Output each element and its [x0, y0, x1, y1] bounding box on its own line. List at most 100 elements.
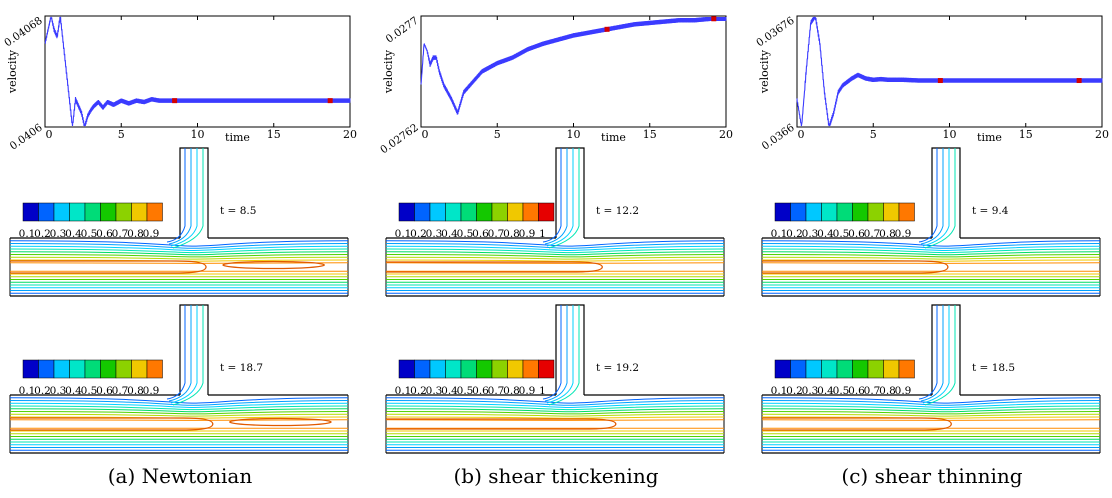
streamline — [761, 419, 1101, 421]
colorbar-cell — [790, 359, 807, 379]
x-tick-label: 5 — [494, 128, 501, 141]
velocity-series-line — [44, 16, 351, 127]
streamline — [9, 405, 349, 411]
colorbar-cell — [538, 359, 555, 379]
streamline — [761, 262, 1101, 264]
colorbar-cell — [836, 202, 853, 222]
time-series-plot: 0 5 10 15 20 time velocity 0.0277 0.02762 — [378, 15, 733, 157]
colorbar-label: 0.6 — [96, 228, 113, 240]
panel-b-graphics: 0 5 10 15 20timevelocity0.02770.027620.10.20… — [378, 15, 733, 454]
streamline — [9, 245, 349, 251]
streamline — [761, 259, 1101, 262]
streamline — [9, 256, 349, 260]
streamline — [385, 251, 725, 256]
x-tick-label: 15 — [1019, 128, 1033, 141]
recirculation-contour — [229, 417, 332, 427]
y-tick-label: 0.02762 — [378, 122, 420, 157]
colorbar-label: 0.7 — [864, 385, 881, 397]
streamline — [9, 262, 349, 264]
snapshot-marker — [327, 98, 333, 104]
colorbar-label: 1 — [539, 228, 546, 240]
recirculation-contour — [222, 260, 325, 270]
colorbar-cell — [414, 202, 431, 222]
colorbar-cell — [867, 202, 884, 222]
colorbar-cell — [790, 202, 807, 222]
colorbar-label: 0.1 — [395, 228, 412, 240]
panel-c-caption: (c) shear thinning — [841, 464, 1023, 488]
colorbar-label: 0.5 — [457, 228, 474, 240]
colorbar-cell — [100, 359, 117, 379]
colorbar-label: 0.4 — [441, 385, 458, 397]
colorbar-label: 0.1 — [771, 385, 788, 397]
streamline — [761, 416, 1101, 419]
branch-streamline — [924, 305, 956, 406]
x-axis-label: time — [977, 131, 1002, 144]
streamline — [385, 397, 725, 404]
branch-streamline — [544, 148, 568, 245]
branch-streamline — [918, 148, 938, 243]
colorbar-label: 0.3 — [426, 385, 443, 397]
colorbar-label: 0.8 — [879, 228, 896, 240]
branch-streamline — [166, 305, 186, 400]
colorbar-cell — [476, 359, 493, 379]
plot-frame — [796, 15, 1103, 128]
streamline — [9, 400, 349, 406]
colorbar-cell — [836, 359, 853, 379]
colorbar-cell — [131, 202, 148, 222]
colorbar-label: 0.5 — [457, 385, 474, 397]
colorbar-label: 0.5 — [833, 385, 850, 397]
y-axis-label: velocity — [758, 49, 771, 94]
x-tick-label: 0 — [46, 128, 53, 141]
colorbar-cell — [398, 202, 415, 222]
time-label: t = 18.5 — [972, 362, 1015, 374]
colorbar-cell — [852, 359, 869, 379]
colorbar-label: 0.4 — [817, 228, 834, 240]
colorbar-label: 0.8 — [127, 228, 144, 240]
branch-streamline — [542, 305, 562, 400]
colorbar-label: 0.7 — [488, 228, 505, 240]
colorbar-label: 0.8 — [127, 385, 144, 397]
colorbar-cell — [146, 202, 163, 222]
colorbar-cell — [821, 202, 838, 222]
colorbar-label: 0.6 — [472, 228, 489, 240]
colorbar-cell — [805, 202, 822, 222]
colorbar-label: 0.9 — [895, 228, 912, 240]
y-axis-label: velocity — [382, 49, 395, 94]
colorbar-cell — [445, 359, 462, 379]
branch-streamline — [542, 148, 562, 243]
colorbar-label: 0.8 — [503, 228, 520, 240]
streamline — [385, 419, 725, 421]
colorbar-cell — [53, 202, 70, 222]
x-tick-label: 20 — [1095, 128, 1109, 141]
streamline — [9, 397, 349, 404]
streamline — [761, 405, 1101, 411]
streamline — [385, 240, 725, 247]
branch-streamline — [924, 148, 956, 249]
recirculation-contour — [386, 261, 603, 273]
flow-snapshot: 0.10.20.30.40.50.60.70.80.9 1 t = 12.2 — [385, 147, 725, 297]
colorbar-cell — [805, 359, 822, 379]
streamline — [761, 243, 1101, 249]
colorbar-cell — [898, 202, 915, 222]
colorbar-cell — [774, 359, 791, 379]
panel-c: 0 5 10 15 20 time velocity 0.03676 0.0366 0.1 0.2 0… — [752, 0, 1112, 498]
x-tick-label: 10 — [567, 128, 581, 141]
panel-c-graphics: 0 5 10 15 20timevelocity0.036760.03660.10.20… — [754, 14, 1109, 454]
colorbar-cell — [476, 202, 493, 222]
colorbar-label: 0.4 — [65, 228, 82, 240]
streamline — [761, 402, 1101, 408]
x-tick-label: 10 — [191, 128, 205, 141]
panel-a-graphics: 0 5 10 15 20timevelocity0.040680.04060.10.20… — [2, 15, 357, 454]
branch-streamline — [172, 305, 204, 406]
flow-snapshot: 0.10.20.30.40.50.60.70.80.9 t = 9.4 — [761, 147, 1101, 297]
streamline — [9, 419, 349, 421]
colorbar-label: 0.3 — [50, 228, 67, 240]
streamline — [385, 400, 725, 406]
colorbar-label: 0.8 — [879, 385, 896, 397]
colorbar-cell — [115, 202, 132, 222]
time-label: t = 12.2 — [596, 205, 639, 217]
colorbar-label: 0.4 — [441, 228, 458, 240]
colorbar-label: 0.5 — [81, 385, 98, 397]
colorbar-cell — [84, 359, 101, 379]
branch-wall — [931, 147, 961, 238]
